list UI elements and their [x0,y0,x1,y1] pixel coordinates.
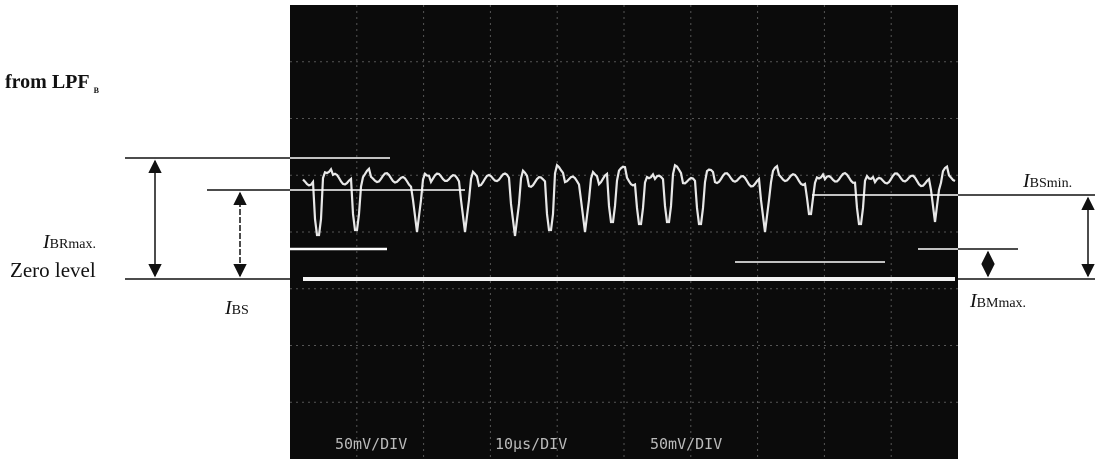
zero-level-label: Zero level [10,258,96,282]
scope-setting: 10μs/DIV [495,435,567,453]
arrows [148,159,1095,278]
source-label: from LPF B [5,71,100,95]
i-br-max-label: IBRmax. [42,231,96,253]
annotation-lines [125,157,1095,280]
i-bs-label: IBS [224,297,249,319]
scope-setting: 50mV/DIV [335,435,407,453]
i-bs-min-label: IBSmin. [1022,170,1072,192]
scope-setting: 50mV/DIV [650,435,722,453]
i-bm-max-label: IBMmax. [969,290,1026,312]
scope-grid [290,5,958,459]
waveform [302,163,956,237]
